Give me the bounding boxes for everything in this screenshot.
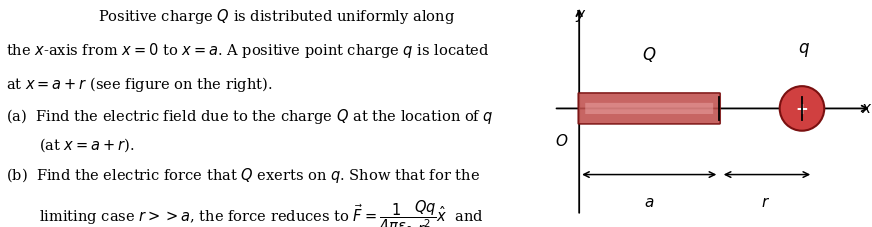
Ellipse shape bbox=[780, 87, 824, 131]
Text: at $x = a + r$ (see figure on the right).: at $x = a + r$ (see figure on the right)… bbox=[5, 75, 272, 94]
Text: $q$: $q$ bbox=[798, 41, 809, 59]
Text: $a$: $a$ bbox=[644, 195, 654, 209]
Text: (at $x = a + r$).: (at $x = a + r$). bbox=[38, 136, 134, 154]
Text: (a)  Find the electric field due to the charge $Q$ at the location of $q$: (a) Find the electric field due to the c… bbox=[5, 107, 494, 126]
Text: limiting case $r >> a$, the force reduces to $\vec{F} = \dfrac{1}{4\pi\varepsilo: limiting case $r >> a$, the force reduce… bbox=[38, 197, 483, 227]
FancyBboxPatch shape bbox=[585, 104, 713, 114]
FancyBboxPatch shape bbox=[578, 94, 720, 124]
Text: (b)  Find the electric force that $Q$ exerts on $q$. Show that for the: (b) Find the electric force that $Q$ exe… bbox=[5, 166, 480, 185]
Text: $\mathbf{+}$: $\mathbf{+}$ bbox=[795, 101, 808, 116]
Text: the $x$-axis from $x = 0$ to $x = a$. A positive point charge $q$ is located: the $x$-axis from $x = 0$ to $x = a$. A … bbox=[5, 41, 489, 60]
Text: $x$: $x$ bbox=[862, 102, 872, 116]
Text: $y$: $y$ bbox=[575, 8, 587, 24]
Text: $O$: $O$ bbox=[555, 133, 569, 149]
Text: $Q$: $Q$ bbox=[642, 45, 657, 64]
Text: Positive charge $Q$ is distributed uniformly along: Positive charge $Q$ is distributed unifo… bbox=[99, 7, 455, 26]
Text: $r$: $r$ bbox=[761, 195, 770, 209]
